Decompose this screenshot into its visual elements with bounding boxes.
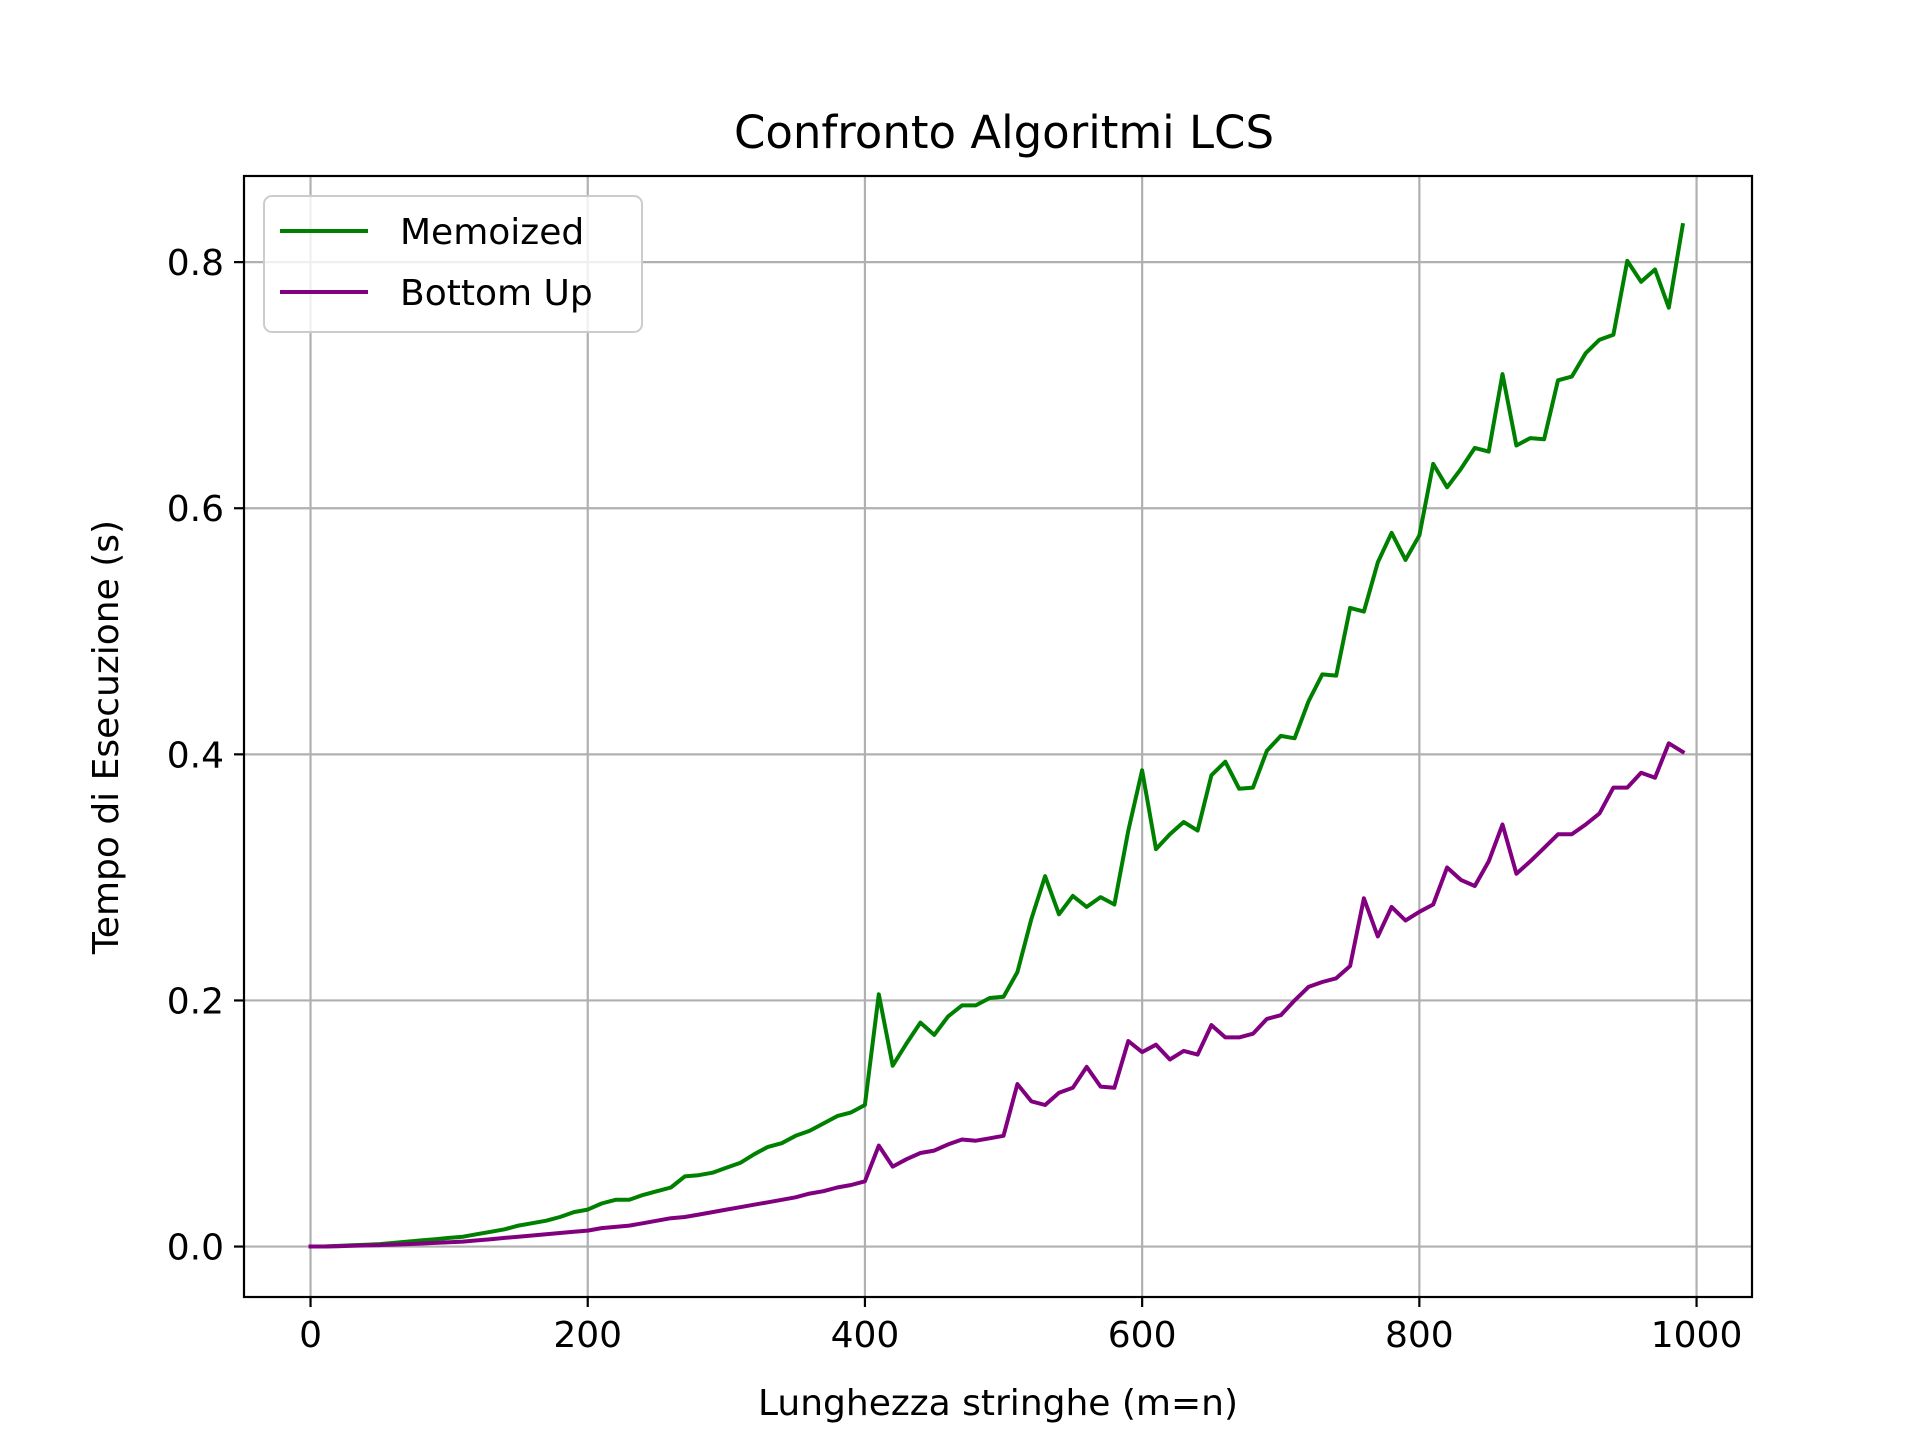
y-axis-label: Tempo di Esecuzione (s) — [86, 520, 127, 955]
y-tick-label: 0.8 — [167, 243, 224, 284]
series-line-memoized — [308, 222, 1686, 1249]
x-axis-label: Lunghezza stringhe (m=n) — [758, 1383, 1238, 1424]
y-tick-label: 0.6 — [167, 489, 224, 530]
y-tick-label: 0.4 — [167, 735, 224, 776]
x-tick-label: 600 — [1108, 1315, 1177, 1356]
y-tick-label: 0.0 — [167, 1228, 224, 1269]
x-tick-label: 800 — [1385, 1315, 1454, 1356]
x-tick-label: 0 — [299, 1315, 322, 1356]
grid — [244, 176, 1752, 1297]
series-lines — [308, 222, 1686, 1249]
x-tick-label: 1000 — [1651, 1315, 1743, 1356]
legend-label-bottom-up: Bottom Up — [400, 273, 593, 314]
legend: Memoized Bottom Up — [263, 195, 643, 333]
plot-area-frame — [242, 174, 1754, 1299]
series-line-bottom-up — [308, 741, 1686, 1249]
y-tick-label: 0.2 — [167, 981, 224, 1022]
legend-label-memoized: Memoized — [400, 212, 584, 253]
chart-title: Confronto Algoritmi LCS — [734, 106, 1274, 159]
x-tick-label: 200 — [553, 1315, 622, 1356]
axis-ticks: 0 200 400 600 800 1000 0.0 0.2 0.4 0.6 0.8 — [167, 243, 1743, 1356]
x-tick-label: 400 — [831, 1315, 900, 1356]
